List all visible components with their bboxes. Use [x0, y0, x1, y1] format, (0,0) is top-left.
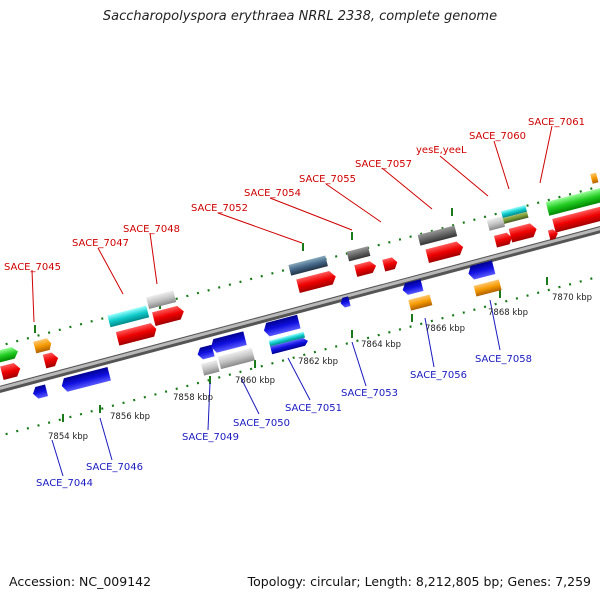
gene-label: SACE_7055: [299, 174, 356, 185]
topology-label: Topology: circular; Length: 8,212,805 bp…: [247, 574, 591, 589]
gene-arrow: [382, 257, 398, 272]
kbp-label: 7856 kbp: [110, 412, 150, 422]
gene-arrow: [508, 223, 537, 243]
gene-arrow: [0, 346, 18, 363]
gene-label: SACE_7044: [36, 478, 93, 489]
gene-arrow: [486, 216, 506, 231]
kbp-label: 7864 kbp: [361, 340, 401, 350]
gene-arrow: [501, 205, 527, 219]
gene-label: SACE_7051: [285, 403, 342, 414]
gene-arrow: [32, 384, 49, 399]
gene-arrow: [115, 323, 157, 346]
gene-arrow: [493, 232, 512, 248]
gene-arrow: [552, 204, 600, 233]
gene-label: SACE_7057: [355, 159, 412, 170]
gene-arrow: [33, 338, 52, 354]
gene-arrow: [270, 338, 308, 355]
gene-arrow: [473, 279, 502, 297]
gene-label: SACE_7049: [182, 432, 239, 443]
kbp-label: 7862 kbp: [298, 357, 338, 367]
gene-arrow: [346, 246, 371, 262]
accession-label: Accession: NC_009142: [9, 574, 152, 589]
gene-label: SACE_7048: [123, 224, 180, 235]
gene-arrow: [425, 241, 464, 264]
gene-arrow: [42, 352, 59, 369]
gene-label: SACE_7058: [475, 354, 532, 365]
leader-lines: [31, 125, 553, 477]
gene-arrow: [545, 187, 600, 216]
gene-arrow: [263, 314, 301, 337]
scale-labels: 7854 kbp 7856 kbp 7858 kbp 7860 kbp 7862…: [48, 293, 592, 442]
gene-arrow: [107, 305, 150, 328]
backbone: [0, 226, 600, 393]
gene-label: yesE,yeeL: [416, 145, 467, 156]
gene-arrow: [468, 260, 496, 280]
gene-label: SACE_7053: [341, 388, 398, 399]
gene-arrow: [402, 279, 424, 295]
gene-arrow: [268, 331, 306, 347]
kbp-label: 7858 kbp: [173, 393, 213, 403]
gene-label: SACE_7052: [191, 203, 248, 214]
gene-arrow: [408, 294, 433, 311]
gene-label: SACE_7046: [86, 462, 143, 473]
gene-label: SACE_7054: [244, 188, 301, 199]
gene-arrow: [590, 172, 599, 184]
gene-arrow: [288, 255, 328, 276]
kbp-label: 7860 kbp: [235, 376, 275, 386]
gene-arrow: [340, 296, 351, 308]
gene-arrow: [61, 366, 111, 392]
kbp-label: 7870 kbp: [552, 293, 592, 303]
gene-arrow: [201, 359, 220, 376]
gene-arrow: [417, 225, 458, 246]
gene-arrow: [0, 362, 21, 381]
top-gene-labels: SACE_7045 SACE_7047 SACE_7048 SACE_7052 …: [4, 117, 585, 273]
gene-label: SACE_7061: [528, 117, 585, 128]
gene-arrow: [217, 347, 255, 370]
top-strand-genes: [0, 172, 600, 381]
gene-arrow: [152, 305, 184, 326]
gene-label: SACE_7050: [233, 418, 290, 429]
gene-arrow: [547, 229, 558, 241]
kbp-label: 7868 kbp: [488, 308, 528, 318]
gene-arrow: [197, 344, 215, 360]
gene-arrow: [146, 290, 177, 310]
gene-label: SACE_7056: [410, 370, 467, 381]
kbp-label: 7866 kbp: [425, 324, 465, 334]
genome-title: Saccharopolyspora erythraea NRRL 2338, c…: [102, 9, 498, 24]
gene-label: SACE_7045: [4, 262, 61, 273]
gene-label: SACE_7060: [469, 131, 526, 142]
gene-arrow: [296, 270, 336, 294]
gene-arrow: [354, 261, 377, 277]
gene-arrow: [211, 331, 247, 353]
kbp-label: 7854 kbp: [48, 432, 88, 442]
bottom-gene-labels: SACE_7044 SACE_7046 SACE_7049 SACE_7050 …: [36, 354, 532, 489]
gene-label: SACE_7047: [72, 238, 129, 249]
gene-arrow: [502, 211, 529, 224]
bottom-strand-genes: [32, 260, 502, 399]
